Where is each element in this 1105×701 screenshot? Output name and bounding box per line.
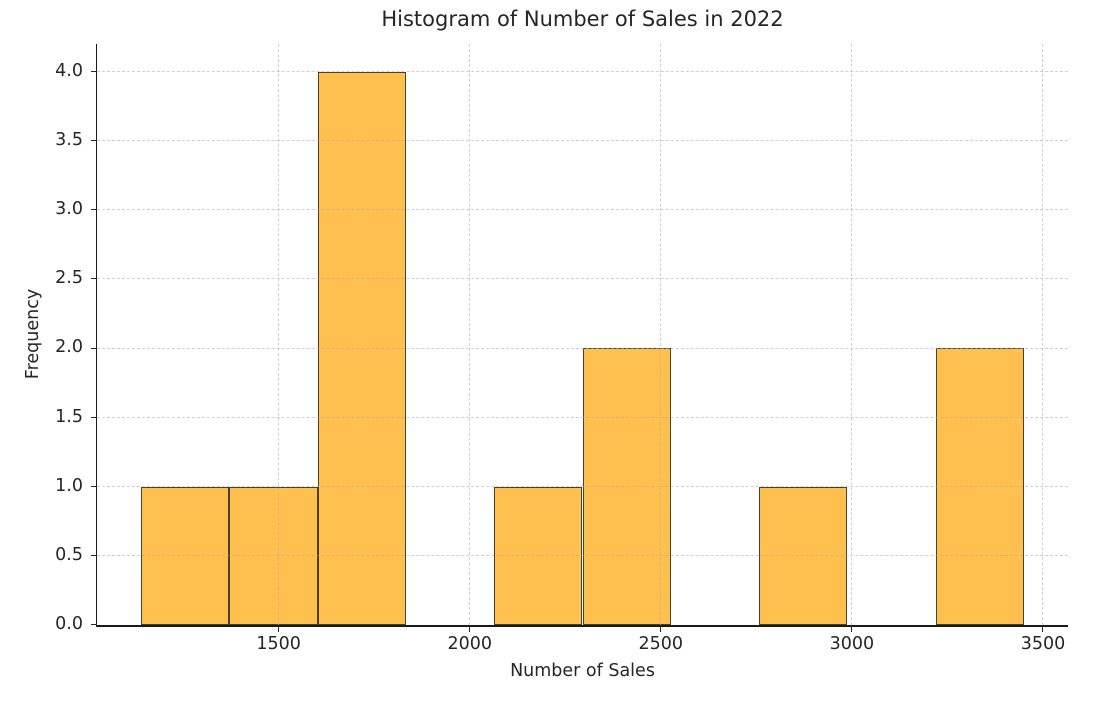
- y-tick: [90, 70, 97, 72]
- y-axis-label: Frequency: [23, 288, 43, 380]
- y-tick-label: 3.5: [55, 129, 83, 150]
- x-tick-label: 3500: [1020, 634, 1066, 654]
- x-axis-spine: [95, 625, 1068, 627]
- y-tick: [90, 555, 97, 556]
- y-tick-label: 2.5: [55, 268, 83, 289]
- h-gridline: [97, 278, 1068, 280]
- y-tick: [90, 140, 97, 141]
- v-gridline: [469, 44, 470, 625]
- chart-title: Histogram of Number of Sales in 2022: [381, 7, 784, 31]
- x-tick: [469, 625, 470, 632]
- h-gridline: [97, 209, 1068, 211]
- h-gridline: [97, 140, 1068, 142]
- h-gridline: [97, 555, 1068, 557]
- x-tick: [277, 625, 279, 632]
- y-tick-label: 1.5: [55, 406, 83, 427]
- y-tick-label: 2.0: [55, 337, 83, 358]
- y-tick: [90, 278, 97, 280]
- v-gridline: [851, 44, 853, 625]
- x-tick-label: 2000: [447, 634, 493, 654]
- y-tick: [90, 347, 97, 349]
- v-gridline: [660, 44, 662, 625]
- y-tick-label: 3.0: [55, 199, 83, 219]
- y-axis-spine: [95, 44, 97, 625]
- y-tick: [90, 624, 97, 626]
- x-tick-label: 1500: [256, 634, 301, 654]
- y-tick-label: 0.0: [55, 614, 83, 634]
- x-tick: [1042, 625, 1044, 632]
- h-gridline: [97, 416, 1068, 418]
- h-gridline: [97, 70, 1068, 72]
- x-tick-label: 2500: [638, 634, 684, 654]
- x-tick-label: 3000: [829, 634, 875, 654]
- x-tick: [660, 625, 661, 632]
- y-tick-label: 4.0: [55, 60, 83, 81]
- v-gridline: [278, 44, 279, 625]
- y-tick: [90, 485, 97, 487]
- h-gridline: [97, 485, 1068, 487]
- plot-area: 1500 2000 2500 3000 3500 0.0 0.5 1.0 1.5 2.0 2.5 3.…: [23, 44, 1068, 681]
- x-tick: [851, 625, 853, 632]
- h-gridline: [97, 347, 1068, 349]
- y-tick: [90, 416, 97, 418]
- y-tick: [90, 209, 97, 211]
- y-tick-label: 1.0: [55, 475, 83, 496]
- x-axis-label: Number of Sales: [510, 661, 655, 681]
- v-gridline: [1042, 44, 1044, 625]
- y-tick-label: 0.5: [55, 544, 83, 565]
